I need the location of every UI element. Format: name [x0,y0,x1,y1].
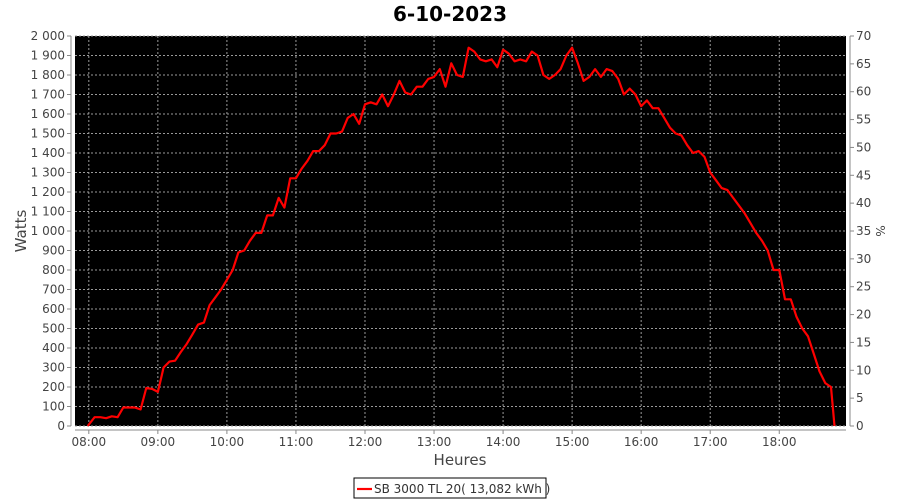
y2-tick-label: 15 [856,335,871,349]
x-axis-label: Heures [434,451,487,469]
y-tick-label: 300 [42,361,65,375]
y2-tick-label: 5 [856,391,864,405]
y2-tick-label: 60 [856,85,871,99]
x-tick-label: 13:00 [417,435,452,449]
y2-tick-label: 55 [856,113,871,127]
chart-title: 6-10-2023 [393,2,507,26]
y-tick-label: 1 300 [31,166,65,180]
y-tick-label: 400 [42,341,65,355]
x-tick-label: 15:00 [555,435,590,449]
y-tick-label: 1 800 [31,68,65,82]
y2-tick-label: 65 [856,57,871,71]
y2-tick-label: 0 [856,419,864,433]
x-tick-label: 09:00 [141,435,176,449]
y-tick-label: 1 900 [31,49,65,63]
x-tick-label: 18:00 [762,435,797,449]
grid [75,35,846,427]
y-tick-label: 1 200 [31,185,65,199]
y-axis-label: Watts [12,210,30,253]
y-tick-label: 0 [57,419,65,433]
y2-tick-label: 20 [856,308,871,322]
y2-tick-label: 45 [856,168,871,182]
y-tick-label: 1 700 [31,88,65,102]
y-tick-label: 100 [42,400,65,414]
y2-tick-label: 30 [856,252,871,266]
x-tick-label: 08:00 [72,435,107,449]
x-tick-label: 16:00 [624,435,659,449]
y-tick-label: 2 000 [31,29,65,43]
y2-tick-label: 35 [856,224,871,238]
y2-tick-label: 25 [856,280,871,294]
series-line [86,46,836,427]
y2-tick-label: 50 [856,140,871,154]
x-tick-label: 11:00 [279,435,314,449]
y2-tick-label: 70 [856,29,871,43]
y2-tick-label: 10 [856,363,871,377]
y-tick-label: 900 [42,244,65,258]
y-tick-label: 800 [42,263,65,277]
y-tick-label: 600 [42,302,65,316]
y-tick-label: 1 500 [31,127,65,141]
y-tick-label: 700 [42,283,65,297]
y-tick-label: 1 000 [31,224,65,238]
x-tick-label: 12:00 [348,435,383,449]
y2-tick-label: 40 [856,196,871,210]
x-tick-label: 14:00 [486,435,521,449]
y-tick-label: 200 [42,380,65,394]
legend-box [353,477,547,499]
y-tick-label: 1 600 [31,107,65,121]
legend-label: SB 3000 TL 20( 13,082 kWh ) [374,482,550,496]
x-tick-label: 10:00 [210,435,245,449]
legend: SB 3000 TL 20( 13,082 kWh ) [353,477,550,499]
y-tick-label: 500 [42,322,65,336]
y2-axis-label: % [873,225,887,236]
y-tick-label: 1 400 [31,146,65,160]
x-tick-label: 17:00 [693,435,728,449]
y-tick-label: 1 100 [31,205,65,219]
